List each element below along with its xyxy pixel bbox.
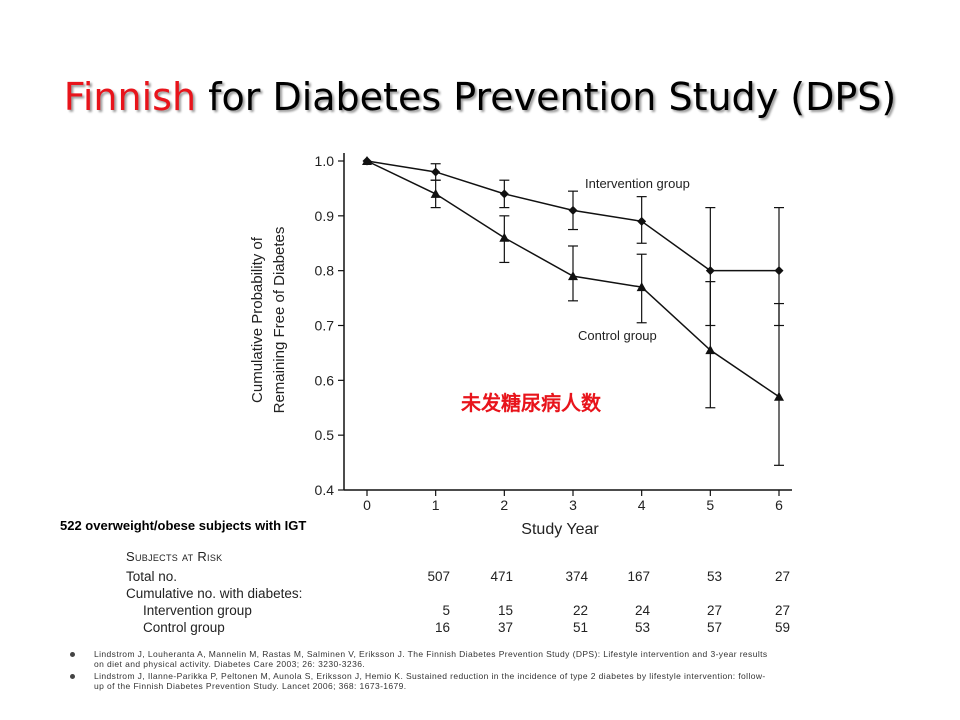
x-axis-label: Study Year — [521, 521, 599, 538]
references-list: Lindstrom J, Louheranta A, Mannelin M, R… — [70, 649, 770, 693]
x-tick-label: 2 — [500, 497, 508, 513]
data-point-control — [430, 188, 441, 198]
risk-cell: 167 — [627, 569, 650, 584]
risk-cell: 24 — [634, 603, 650, 618]
data-point-intervention — [637, 216, 647, 226]
risk-cell: 22 — [572, 603, 588, 618]
x-tick-label: 1 — [432, 497, 440, 513]
x-tick-label: 5 — [706, 497, 714, 513]
label-control-group: Control group — [578, 328, 657, 343]
data-point-intervention — [568, 205, 578, 215]
risk-cell: 507 — [427, 569, 450, 584]
y-tick-label: 0.7 — [315, 318, 335, 334]
risk-row: Control group 16 37 51 53 57 59 — [0, 620, 960, 637]
data-point-control — [362, 156, 372, 165]
risk-cell: 5 — [442, 603, 450, 618]
y-axis-label-line: Remaining Free of Diabetes — [271, 227, 288, 414]
risk-cell: 471 — [490, 569, 513, 584]
data-point-intervention — [774, 266, 784, 276]
y-tick-label: 0.8 — [315, 263, 335, 279]
reference-item: Lindstrom J, Ilanne-Parikka P, Peltonen … — [70, 671, 770, 691]
risk-row: Cumulative no. with diabetes: — [0, 586, 960, 603]
risk-row-label: Intervention group — [143, 603, 252, 618]
risk-cell: 51 — [572, 620, 588, 635]
bullet-icon — [70, 652, 75, 657]
data-point-control — [774, 391, 784, 401]
risk-cell: 37 — [497, 620, 513, 635]
chinese-annotation: 未发糖尿病人数 — [461, 391, 602, 415]
y-axis-label-line: Cumulative Probability of — [249, 236, 266, 403]
risk-row-label: Cumulative no. with diabetes: — [126, 586, 303, 601]
x-tick-label: 4 — [638, 497, 646, 513]
title-highlight: Finnish — [63, 75, 197, 119]
risk-cell: 53 — [634, 620, 650, 635]
data-point-intervention — [705, 266, 715, 276]
x-tick-label: 0 — [363, 497, 371, 513]
data-point-control — [705, 345, 716, 355]
risk-cell: 15 — [497, 603, 513, 618]
label-intervention-group: Intervention group — [585, 176, 690, 191]
x-tick-label: 6 — [775, 497, 783, 513]
y-tick-label: 0.6 — [315, 372, 335, 388]
risk-row-label: Total no. — [126, 569, 178, 584]
y-tick-label: 0.9 — [315, 208, 335, 224]
risk-table-heading: Subjects at Risk — [126, 549, 223, 564]
y-tick-label: 1.0 — [315, 153, 335, 169]
subjects-note: 522 overweight/obese subjects with IGT — [60, 518, 307, 533]
risk-cell: 27 — [774, 603, 790, 618]
data-point-control — [636, 282, 647, 292]
reference-text: Lindstrom J, Louheranta A, Mannelin M, R… — [94, 649, 768, 669]
risk-row: Intervention group 5 15 22 24 27 27 — [0, 603, 960, 620]
data-point-control — [568, 271, 578, 281]
x-tick-label: 3 — [569, 497, 577, 513]
title-rest: for Diabetes Prevention Study (DPS) — [196, 75, 897, 119]
risk-cell: 27 — [706, 603, 722, 618]
risk-cell: 53 — [706, 569, 722, 584]
risk-cell: 16 — [434, 620, 450, 635]
reference-item: Lindstrom J, Louheranta A, Mannelin M, R… — [70, 649, 770, 669]
y-tick-label: 0.4 — [315, 482, 335, 498]
risk-row-label: Control group — [143, 620, 225, 635]
risk-cell: 57 — [706, 620, 722, 635]
y-tick-label: 0.5 — [315, 427, 335, 443]
risk-cell: 27 — [774, 569, 790, 584]
bullet-icon — [70, 674, 75, 679]
data-point-intervention — [431, 167, 441, 177]
risk-cell: 59 — [774, 620, 790, 635]
risk-cell: 374 — [565, 569, 588, 584]
slide-title: Finnish for Diabetes Prevention Study (D… — [0, 72, 960, 122]
risk-row: Total no. 507 471 374 167 53 27 — [0, 569, 960, 586]
reference-text: Lindstrom J, Ilanne-Parikka P, Peltonen … — [94, 671, 766, 691]
data-point-intervention — [499, 189, 509, 199]
data-point-control — [499, 232, 510, 242]
